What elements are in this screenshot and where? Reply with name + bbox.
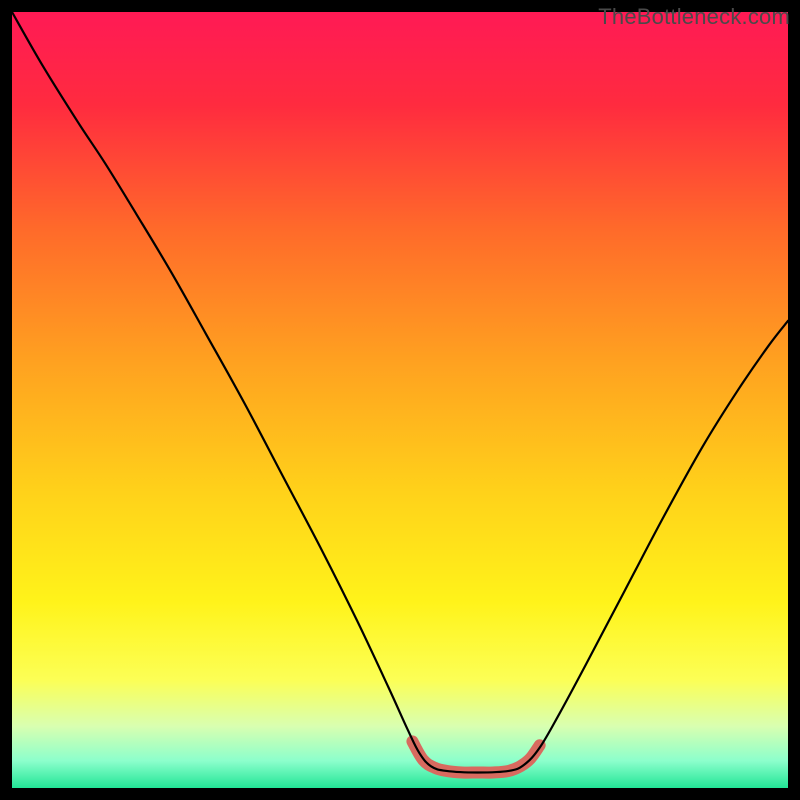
plot-background [12,12,788,788]
watermark-text: TheBottleneck.com [598,4,790,30]
chart-container: TheBottleneck.com [0,0,800,800]
bottleneck-chart [0,0,800,800]
